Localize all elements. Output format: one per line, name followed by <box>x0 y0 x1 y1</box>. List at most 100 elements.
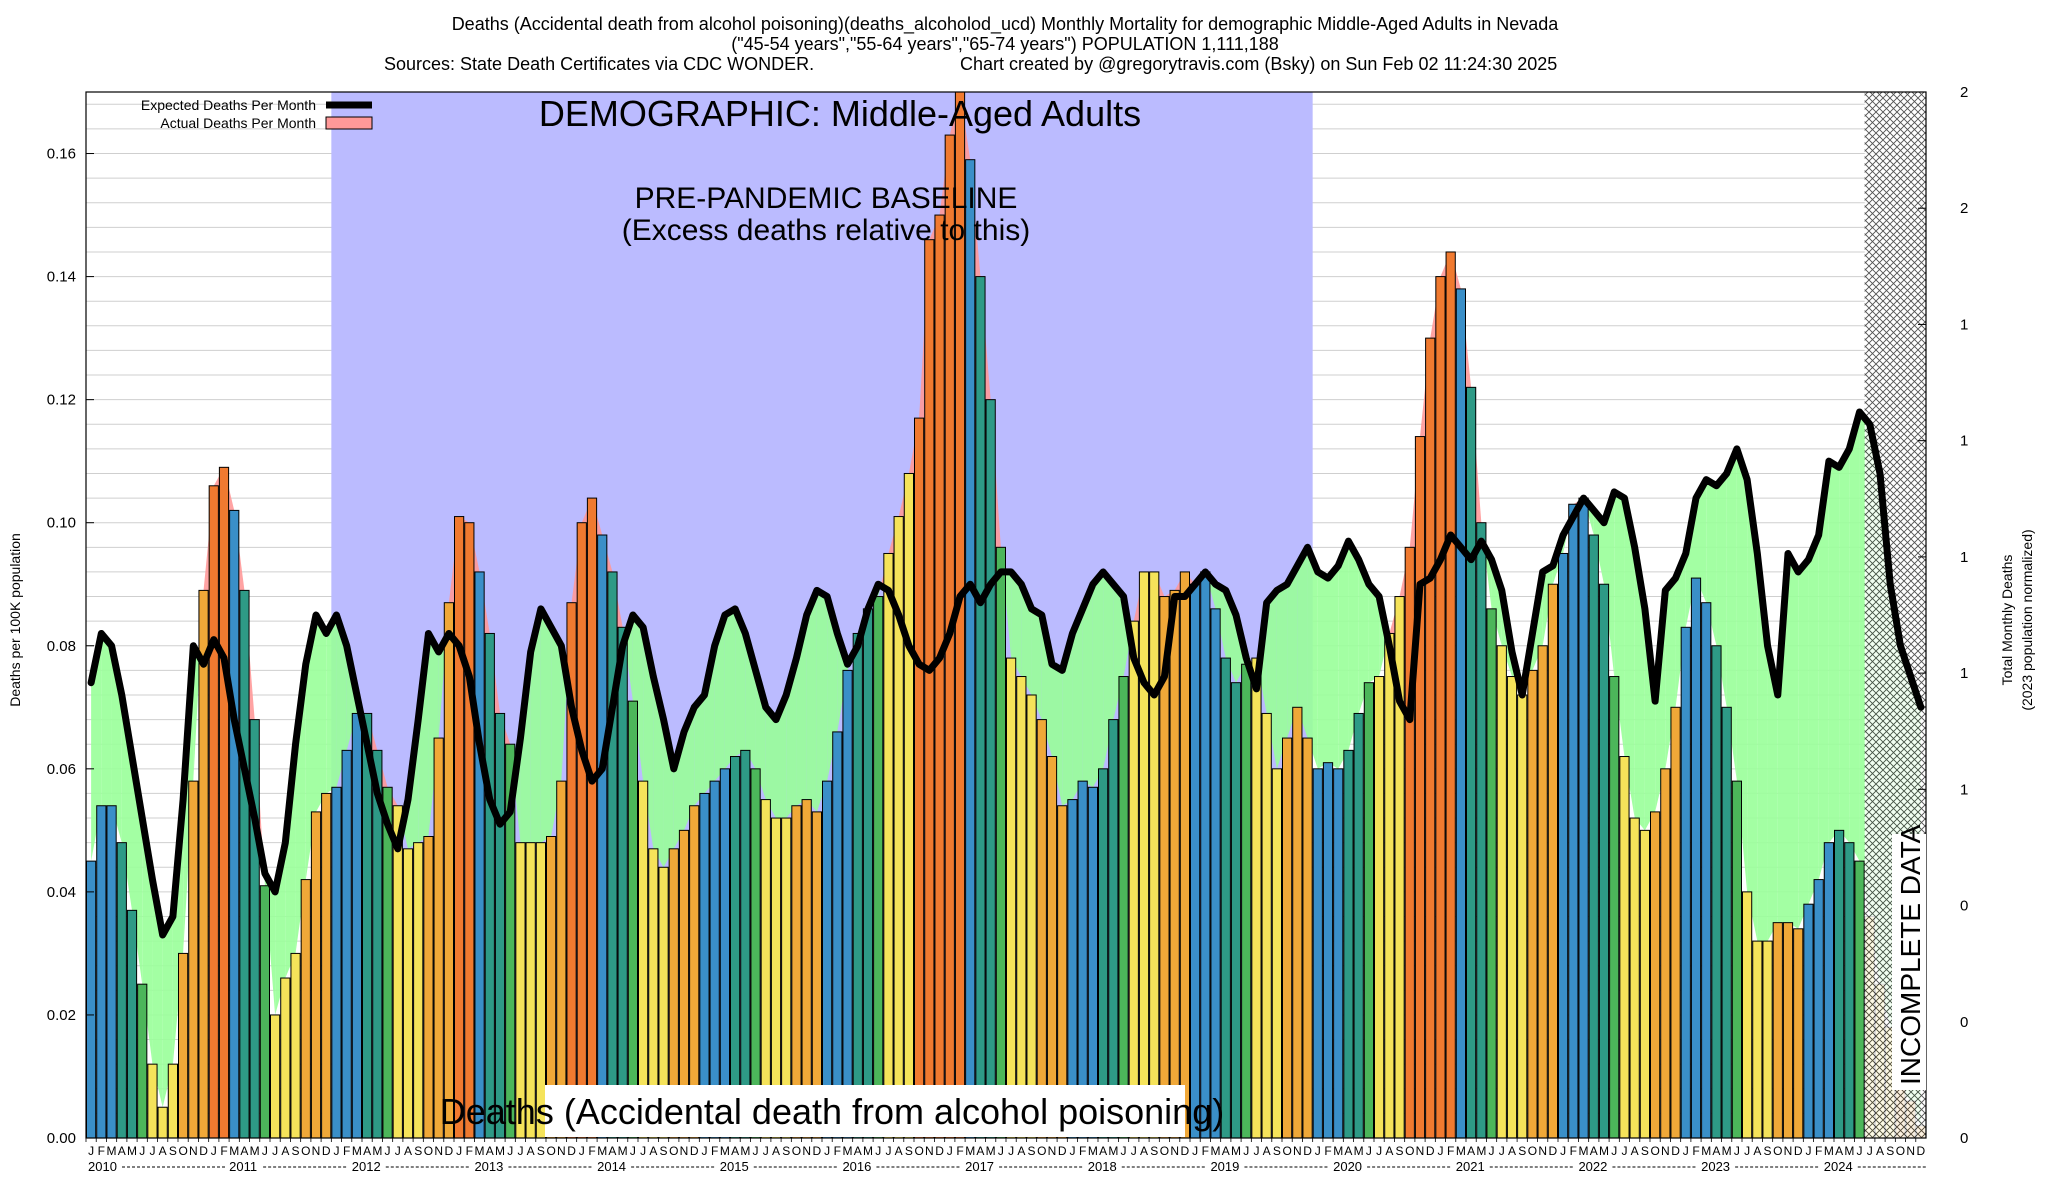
fill-segment <box>336 615 347 788</box>
actual-bar <box>1098 768 1109 1138</box>
actual-bar <box>1578 497 1589 1138</box>
actual-bar <box>1639 829 1651 1138</box>
y-tick-label: 0.00 <box>47 1130 76 1147</box>
actual-bar <box>86 860 97 1138</box>
x-year-label: 2024 <box>1824 1159 1853 1174</box>
y-tick-label: 0.14 <box>47 269 76 286</box>
x-month-label: S <box>1150 1144 1158 1158</box>
actual-bar <box>1046 756 1058 1138</box>
actual-bar <box>1261 712 1272 1138</box>
fill-segment <box>663 719 674 868</box>
actual-bar <box>96 805 107 1138</box>
x-month-label: O <box>1160 1144 1169 1158</box>
x-month-label: N <box>802 1144 811 1158</box>
actual-bar <box>1200 571 1211 1138</box>
actual-bar <box>1190 583 1201 1138</box>
actual-bar <box>1721 706 1732 1138</box>
x-month-label: S <box>1396 1144 1404 1158</box>
actual-bar <box>443 602 454 1138</box>
y-tick-label: 0.06 <box>47 761 76 778</box>
incomplete-label-box <box>1892 834 1926 1090</box>
actual-bar <box>1660 768 1671 1138</box>
x-month-label: M <box>1844 1144 1854 1158</box>
fill-segment <box>786 658 797 819</box>
actual-bar <box>1067 799 1078 1138</box>
actual-bar <box>464 522 475 1138</box>
x-month-label: D <box>199 1144 208 1158</box>
actual-bar <box>914 417 925 1138</box>
x-month-label: J <box>947 1144 953 1158</box>
actual-bar <box>1282 737 1293 1138</box>
x-month-label: J <box>998 1144 1004 1158</box>
y-tick-label: 0.10 <box>47 515 76 532</box>
actual-bar <box>535 842 546 1138</box>
actual-bar <box>249 719 260 1138</box>
x-month-label: A <box>1222 1144 1230 1158</box>
actual-bar <box>188 780 199 1138</box>
x-month-label: M <box>229 1144 239 1158</box>
actual-bar <box>147 1063 158 1138</box>
x-month-label: O <box>301 1144 310 1158</box>
x-month-label: A <box>731 1144 739 1158</box>
x-month-label: A <box>281 1144 289 1158</box>
x-month-label: N <box>434 1144 443 1158</box>
fill-segment <box>1092 571 1104 788</box>
actual-bar <box>576 522 587 1138</box>
actual-bar <box>198 589 209 1138</box>
actual-bar <box>218 466 230 1138</box>
actual-bar <box>1476 522 1487 1138</box>
x-month-label: J <box>1376 1144 1382 1158</box>
fill-segment <box>1307 547 1318 769</box>
actual-bar <box>116 842 127 1138</box>
fill-segment <box>1052 664 1063 806</box>
x-month-label: J <box>456 1144 462 1158</box>
x-month-label: D <box>1303 1144 1312 1158</box>
actual-bar <box>1374 676 1385 1138</box>
actual-bar <box>1762 940 1773 1138</box>
x-year-label: 2013 <box>474 1159 503 1174</box>
x-month-label: N <box>925 1144 934 1158</box>
x-month-label: A <box>1385 1144 1393 1158</box>
fill-segment <box>1031 608 1042 720</box>
actual-bar <box>1670 706 1681 1138</box>
x-month-label: D <box>1671 1144 1680 1158</box>
x-month-label: J <box>763 1144 769 1158</box>
x-month-label: N <box>1661 1144 1670 1158</box>
x-month-label: O <box>669 1144 678 1158</box>
x-month-label: J <box>385 1144 391 1158</box>
x-month-label: F <box>1815 1144 1822 1158</box>
x-month-label: F <box>343 1144 350 1158</box>
actual-bar <box>822 780 833 1138</box>
x-month-label: A <box>1467 1144 1475 1158</box>
actual-bar <box>566 602 577 1138</box>
x-month-label: J <box>1366 1144 1372 1158</box>
x-month-label: N <box>312 1144 321 1158</box>
actual-bar <box>924 239 935 1138</box>
x-month-label: M <box>597 1144 607 1158</box>
actual-bar <box>1394 596 1405 1138</box>
x-month-label: D <box>935 1144 944 1158</box>
actual-bar <box>1425 337 1436 1138</box>
actual-bar <box>1527 669 1538 1138</box>
x-month-label: M <box>740 1144 750 1158</box>
x-month-label: J <box>262 1144 268 1158</box>
actual-bar <box>454 516 465 1138</box>
x-month-label: M <box>618 1144 628 1158</box>
fill-segment <box>1276 584 1288 769</box>
y2-tick-label: 1 <box>1960 781 1968 798</box>
y2-axis-title-1: Total Monthly Deaths <box>1999 555 2015 686</box>
actual-bar <box>1251 657 1262 1138</box>
fill-segment <box>1358 559 1369 714</box>
actual-deaths-bars <box>86 92 1926 1138</box>
x-month-label: J <box>333 1144 339 1158</box>
fill-segment <box>1634 547 1645 831</box>
actual-bar <box>1026 694 1037 1138</box>
x-month-label: N <box>1538 1144 1547 1158</box>
x-month-label: A <box>1590 1144 1598 1158</box>
x-month-label: A <box>1876 1144 1884 1158</box>
fill-segment <box>1839 448 1850 843</box>
sources-text: Sources: State Death Certificates via CD… <box>384 54 814 74</box>
x-year-label: 2017 <box>965 1159 994 1174</box>
actual-bar <box>1752 940 1763 1138</box>
x-month-label: A <box>649 1144 657 1158</box>
